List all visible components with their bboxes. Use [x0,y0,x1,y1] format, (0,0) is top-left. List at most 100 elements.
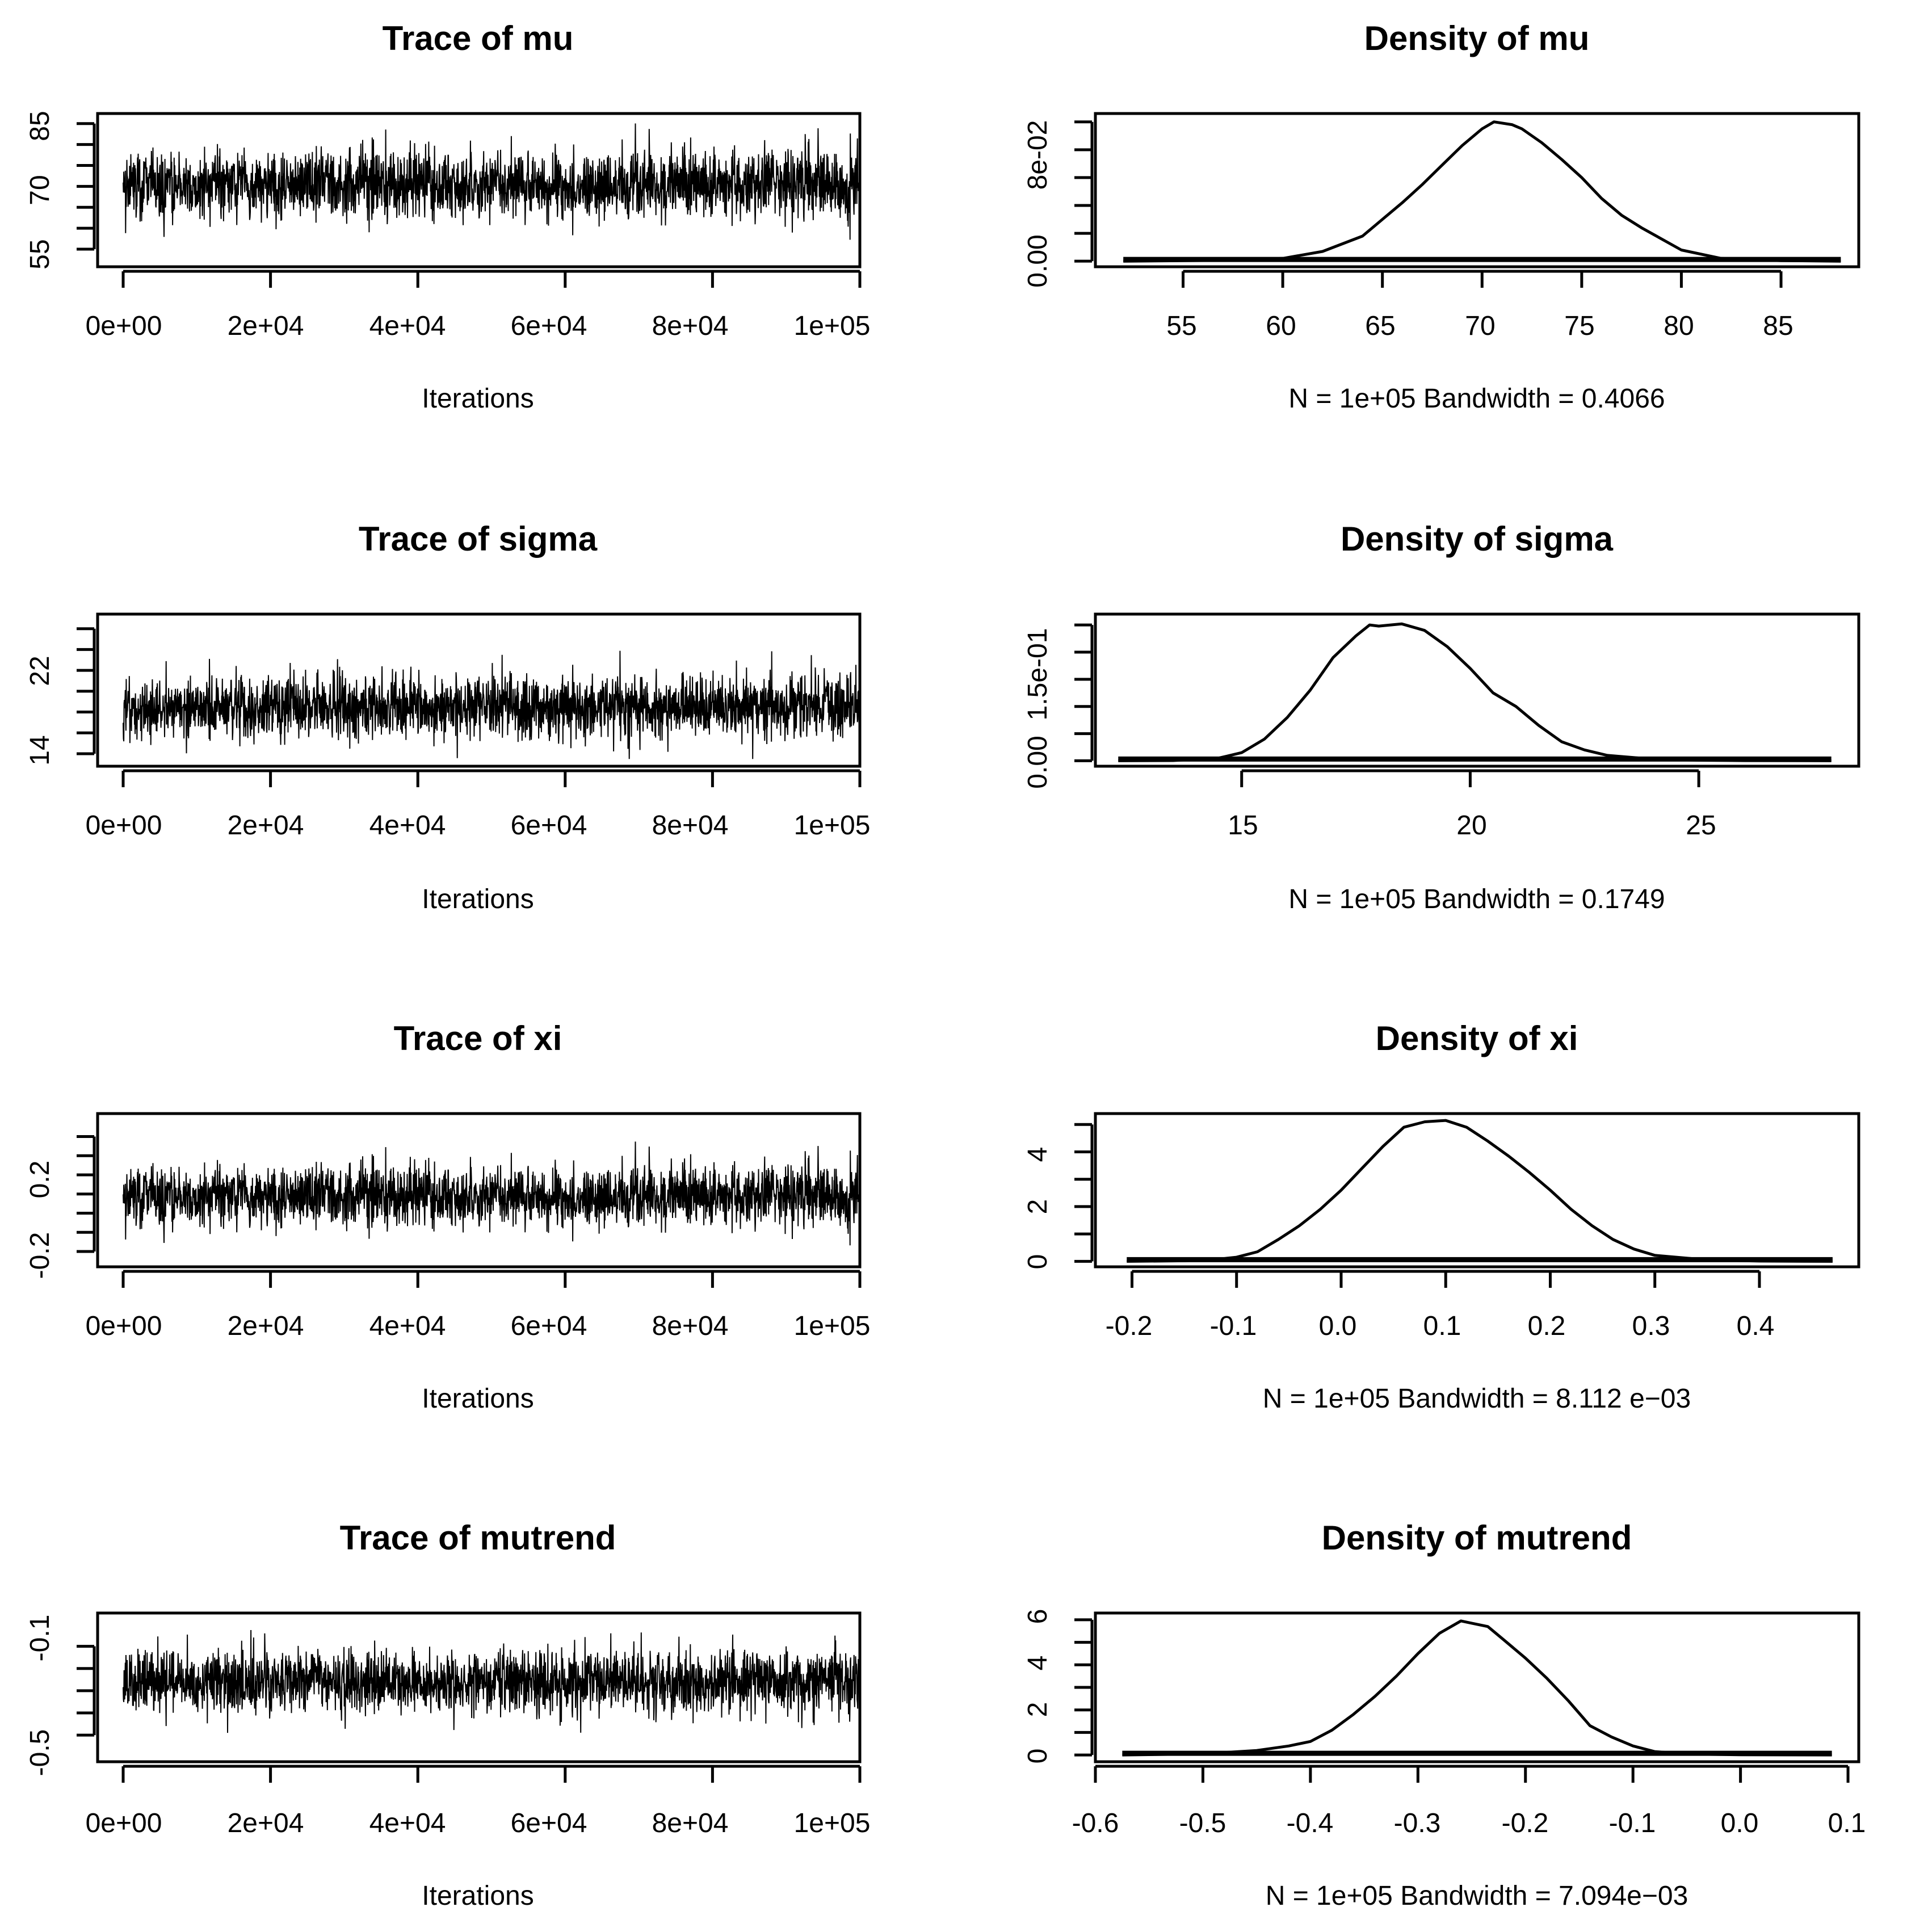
trace-sigma-panel: Trace of sigma 0e+00 2e+04 4e+04 6e+04 8… [25,520,870,914]
x-tick-label: 4e+04 [369,1311,446,1341]
y-tick-label: 55 [25,239,55,269]
panel-title: Density of sigma [1341,520,1614,558]
y-tick-label: 1.5e-01 [1023,628,1053,721]
x-tick-label: 8e+04 [652,810,729,841]
plot-frame [96,1112,862,1269]
y-tick-label: 0.00 [1023,736,1053,788]
y-tick-label: -0.1 [25,1615,55,1662]
density-curve-group [1127,1119,1833,1263]
x-axis-label: N = 1e+05 Bandwidth = 8.112 e−03 [1263,1384,1691,1414]
y-tick-label: 0.2 [25,1161,55,1199]
trace-line [123,123,860,240]
y-tick-label: 0 [1023,1254,1053,1270]
axis-ticks [1074,1123,1761,1288]
plot-frame [1094,112,1860,268]
x-tick-label: 20 [1456,810,1486,841]
trace-mu-panel: Trace of mu 0e+00 2e+04 4e+04 6e+04 8e+0… [25,19,870,414]
axis-ticks [1074,120,1783,288]
x-tick-label: -0.3 [1394,1808,1441,1838]
y-tick-label: -0.2 [25,1232,55,1279]
x-axis-label: Iterations [422,1384,534,1414]
y-tick-label: 14 [25,735,55,765]
x-tick-label: 0.1 [1423,1311,1461,1341]
density-curve [1118,622,1832,762]
plot-frame [96,112,862,268]
x-tick-label: -0.4 [1287,1808,1334,1838]
density-sigma-panel: Density of sigma 15 20 25 0.00 1.5e-01 N… [1023,520,1860,914]
y-tick-label: 22 [25,656,55,686]
x-tick-label: 0e+00 [86,1808,162,1838]
x-axis-label: Iterations [422,884,534,914]
axis-ticks [1074,1618,1850,1783]
x-tick-label: -0.1 [1210,1311,1257,1341]
trace-line [123,1141,860,1246]
x-tick-label: 80 [1664,311,1694,341]
x-tick-label: 0.0 [1319,1311,1357,1341]
axis-ticks [77,1135,862,1288]
x-tick-label: 1e+05 [794,1311,871,1341]
x-tick-label: 1e+05 [794,1808,871,1838]
plot-frame [1094,1112,1860,1269]
panel-title: Density of xi [1376,1019,1578,1057]
axis-ticks [77,122,862,288]
y-tick-label: -0.5 [25,1729,55,1776]
y-tick-label: 85 [25,111,55,141]
panel-title: Density of mu [1364,19,1590,57]
x-tick-label: -0.5 [1179,1808,1226,1838]
y-tick-label: 8e-02 [1023,120,1053,190]
density-mu-panel: Density of mu 55 60 65 70 75 80 85 0.00 … [1023,19,1860,414]
x-tick-label: 25 [1686,810,1716,841]
x-tick-label: 0.0 [1721,1808,1759,1838]
trace-line [123,650,860,759]
density-mutrend-panel: Density of mutrend -0.6 -0.5 -0.4 -0.3 -… [1023,1519,1866,1911]
x-tick-label: -0.2 [1502,1808,1549,1838]
y-tick-label: 4 [1023,1147,1053,1162]
x-tick-label: 0.4 [1737,1311,1775,1341]
x-tick-label: -0.6 [1072,1808,1119,1838]
x-tick-label: 8e+04 [652,311,729,341]
axis-ticks [77,627,862,787]
panel-title: Trace of xi [394,1019,562,1057]
x-tick-label: 1e+05 [794,810,871,841]
x-tick-label: 0.2 [1528,1311,1566,1341]
x-tick-label: 6e+04 [511,311,587,341]
x-tick-label: 2e+04 [228,1808,304,1838]
x-tick-label: 4e+04 [369,311,446,341]
x-tick-label: 6e+04 [511,1311,587,1341]
x-tick-label: 2e+04 [228,1311,304,1341]
trace-xi-panel: Trace of xi 0e+00 2e+04 4e+04 6e+04 8e+0… [25,1019,870,1414]
x-tick-label: 0e+00 [86,810,162,841]
y-tick-label: 70 [25,175,55,205]
density-curve-group [1123,120,1841,263]
density-curve [1122,1619,1832,1757]
density-curve-group [1118,622,1832,762]
x-tick-label: 8e+04 [652,1808,729,1838]
x-tick-label: 6e+04 [511,810,587,841]
panel-title: Density of mutrend [1322,1519,1632,1557]
density-curve [1127,1119,1833,1263]
trace-line-group [123,650,860,759]
x-tick-label: 0e+00 [86,1311,162,1341]
axis-ticks [1074,623,1700,787]
x-tick-label: 85 [1763,311,1793,341]
x-axis-label: Iterations [422,1881,534,1911]
axis-ticks [77,1645,862,1783]
x-tick-label: 0.3 [1632,1311,1670,1341]
x-axis-label: N = 1e+05 Bandwidth = 0.1749 [1288,884,1665,914]
x-tick-label: 1e+05 [794,311,871,341]
x-tick-label: -0.2 [1106,1311,1153,1341]
x-tick-label: 0e+00 [86,311,162,341]
panel-title: Trace of mu [383,19,574,57]
y-tick-label: 2 [1023,1199,1053,1215]
y-tick-label: 0.00 [1023,234,1053,287]
panel-title: Trace of mutrend [340,1519,616,1557]
trace-line-group [123,1629,860,1733]
density-curve [1123,120,1841,263]
x-tick-label: 8e+04 [652,1311,729,1341]
x-tick-label: -0.1 [1609,1808,1656,1838]
trace-line [123,1629,860,1733]
x-tick-label: 55 [1166,311,1196,341]
x-tick-label: 6e+04 [511,1808,587,1838]
